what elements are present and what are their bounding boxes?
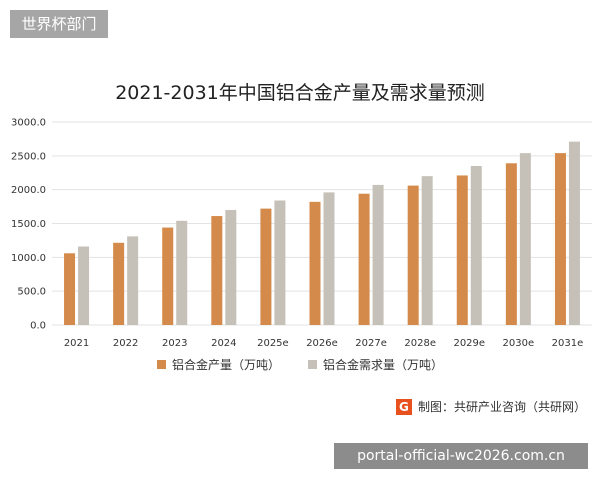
x-tick-label: 2030e xyxy=(503,338,535,349)
bar-production xyxy=(407,185,419,325)
bar-demand xyxy=(421,176,433,325)
y-tick-label: 0.0 xyxy=(30,321,46,332)
bar-production xyxy=(260,208,272,325)
bar-production xyxy=(211,216,223,325)
bar-demand xyxy=(176,220,188,325)
x-tick-label: 2027e xyxy=(355,338,387,349)
bar-demand xyxy=(568,141,580,325)
bar-demand xyxy=(323,192,335,325)
bar-production xyxy=(113,242,125,325)
bar-production xyxy=(505,163,517,325)
legend-label-demand: 铝合金需求量（万吨） xyxy=(323,358,444,372)
y-tick-label: 2500.0 xyxy=(11,151,46,162)
bar-production xyxy=(162,227,174,325)
x-tick-label: 2023 xyxy=(162,338,187,349)
brand-logo-icon: G xyxy=(395,398,412,415)
credit-text: 制图：共研产业咨询（共研网） xyxy=(417,400,586,414)
chart-credit: G 制图：共研产业咨询（共研网） xyxy=(395,398,586,415)
x-tick-label: 2022 xyxy=(113,338,138,349)
chart-title: 2021-2031年中国铝合金产量及需求量预测 xyxy=(115,82,485,104)
bar-demand xyxy=(372,184,384,325)
x-tick-label: 2031e xyxy=(552,338,584,349)
y-tick-label: 3000.0 xyxy=(11,118,46,129)
category-tag[interactable]: 世界杯部门 xyxy=(10,10,108,38)
y-tick-label: 500.0 xyxy=(17,287,46,298)
chart-legend: 铝合金产量（万吨） 铝合金需求量（万吨） xyxy=(0,356,600,373)
y-tick-label: 1000.0 xyxy=(11,253,46,264)
x-tick-label: 2026e xyxy=(306,338,338,349)
x-tick-label: 2025e xyxy=(257,338,289,349)
bar-demand xyxy=(519,153,531,325)
x-tick-label: 2029e xyxy=(453,338,485,349)
legend-label-production: 铝合金产量（万吨） xyxy=(171,358,280,372)
bar-production xyxy=(554,153,566,325)
y-tick-label: 2000.0 xyxy=(11,185,46,196)
bar-production xyxy=(309,201,321,325)
bar-production xyxy=(358,193,370,325)
x-tick-label: 2024 xyxy=(211,338,236,349)
y-tick-label: 1500.0 xyxy=(11,219,46,230)
bar-demand xyxy=(274,200,286,325)
legend-item-production: 铝合金产量（万吨） xyxy=(156,356,280,373)
legend-swatch-production xyxy=(156,360,166,369)
x-tick-label: 2021 xyxy=(64,338,89,349)
bar-demand xyxy=(225,209,237,325)
source-watermark: portal-official-wc2026.com.cn xyxy=(334,443,588,469)
x-tick-label: 2028e xyxy=(404,338,436,349)
bar-demand xyxy=(470,165,482,325)
legend-item-demand: 铝合金需求量（万吨） xyxy=(308,356,443,373)
bar-demand xyxy=(127,236,139,325)
bar-demand xyxy=(78,246,90,325)
legend-swatch-demand xyxy=(308,360,317,369)
bar-production xyxy=(456,175,468,325)
bar-production xyxy=(64,253,76,325)
